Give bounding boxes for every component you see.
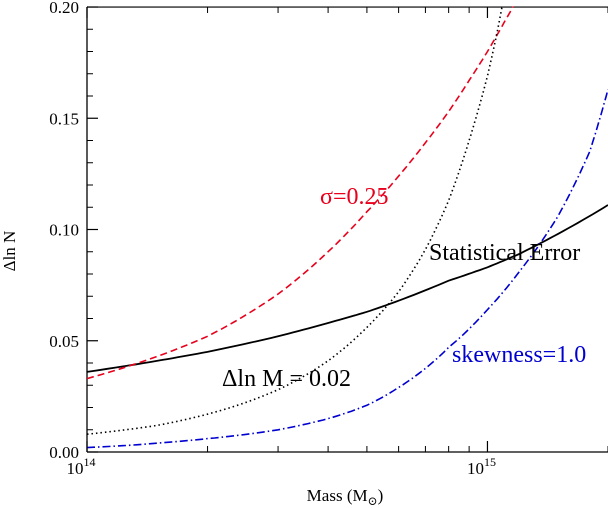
- y-tick-label: 0.10: [49, 221, 79, 240]
- top-mask: [88, 0, 608, 7]
- x-tick-label: 1015: [467, 455, 496, 478]
- annotation-statistical-error: Statistical Error: [429, 240, 580, 266]
- series-lines: [86, 0, 608, 449]
- x-tick-label: 1014: [67, 455, 96, 478]
- series-line-3: [86, 89, 608, 449]
- series-line-1: [86, 0, 518, 380]
- annotation-sigma: σ=0.25: [320, 184, 388, 210]
- series-line-0: [86, 204, 608, 373]
- annotation-skewness: skewness=1.0: [452, 342, 586, 368]
- x-axis-title-close: ): [378, 486, 384, 505]
- x-axis-title-main: Mass (M: [307, 486, 368, 505]
- annotation-delta-ln-m: Δln M = 0.02: [222, 366, 351, 392]
- x-axis-title: Mass (M⊙): [307, 486, 384, 508]
- y-tick-label: 0.05: [49, 332, 79, 351]
- y-tick-label: 0.00: [49, 443, 79, 462]
- y-tick-label: 0.15: [49, 109, 79, 128]
- axis-tick-labels: 0.00 0.05 0.10 0.15 0.20 1014 1015: [49, 0, 496, 478]
- x-axis-title-sub: ⊙: [368, 494, 378, 508]
- y-axis-title: Δln N: [0, 231, 19, 272]
- axis-ticks: [86, 6, 608, 453]
- series-line-2: [86, 0, 505, 435]
- y-tick-label: 0.20: [49, 0, 79, 17]
